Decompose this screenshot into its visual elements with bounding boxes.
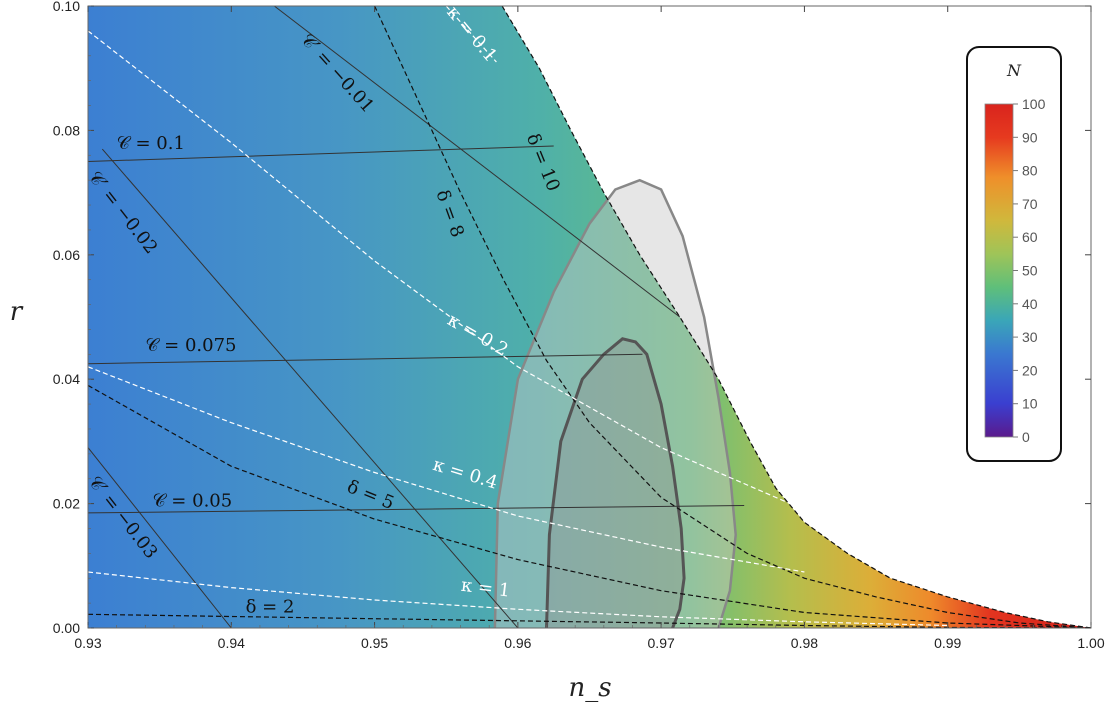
y-tick-label: 0.00 xyxy=(53,620,80,636)
contour-label: δ = 2 xyxy=(246,596,295,617)
x-tick-label: 0.98 xyxy=(791,635,818,651)
colorbar-tick-label: 100 xyxy=(1022,96,1046,112)
colorbar-frame xyxy=(966,46,1062,462)
series-c-0-05 xyxy=(88,505,745,514)
colorbar-tick-label: 50 xyxy=(1022,263,1038,279)
x-tick-label: 1.00 xyxy=(1077,635,1104,651)
contour-label: 𝒞 = 0.075 xyxy=(145,335,236,356)
x-tick-label: 0.97 xyxy=(648,635,675,651)
x-tick-label: 0.93 xyxy=(74,635,101,651)
series-delta-5 xyxy=(88,384,1091,628)
boundary-line xyxy=(501,6,1091,628)
region-outer-contour xyxy=(493,178,737,628)
series-kappa-0-2 xyxy=(88,30,805,511)
x-tick-label: 0.99 xyxy=(934,635,961,651)
plot-frame xyxy=(87,5,1092,629)
contour-label: 𝒞 = 0.05 xyxy=(152,491,232,512)
colorbar-gradient xyxy=(984,103,1014,438)
colorbar-tick-label: 60 xyxy=(1022,229,1038,245)
colorbar-tick-label: 80 xyxy=(1022,163,1038,179)
colorbar-title: N xyxy=(1006,61,1022,80)
y-tick-label: 0.10 xyxy=(53,0,80,14)
series-kappa-0-1 xyxy=(445,6,497,63)
x-tick-label: 0.95 xyxy=(361,635,388,651)
colorbar-tick-label: 30 xyxy=(1022,329,1038,345)
y-tick-label: 0.04 xyxy=(53,371,80,387)
series-kappa-1 xyxy=(88,571,948,627)
y-axis-title: r xyxy=(10,297,24,327)
x-tick-label: 0.94 xyxy=(218,635,245,651)
contour-label: 𝒞 = 0.1 xyxy=(117,133,185,154)
colorbar-tick-label: 70 xyxy=(1022,196,1038,212)
colorbar-legend: N 0 10 20 30 40 50 60 70 80 90 100 xyxy=(966,46,1062,462)
series-c-0-075 xyxy=(88,353,643,365)
y-tick-label: 0.02 xyxy=(53,496,80,512)
region-inner-contour xyxy=(545,337,686,628)
series-c-0-01 xyxy=(273,6,681,318)
colorbar-tick-label: 40 xyxy=(1022,296,1038,312)
colorbar-tick-label: 20 xyxy=(1022,362,1038,378)
y-tick-label: 0.08 xyxy=(53,122,80,138)
x-tick-label: 0.96 xyxy=(504,635,531,651)
series-c-0-03 xyxy=(88,447,232,628)
series-c-0-02 xyxy=(101,148,519,628)
y-tick-label: 0.06 xyxy=(53,247,80,263)
series-kappa-0-4 xyxy=(88,366,805,573)
series-c-0-1 xyxy=(88,145,554,162)
x-axis-title: n_s xyxy=(568,673,611,703)
colorbar-tick-label: 0 xyxy=(1022,429,1030,445)
colorbar-tick-label: 90 xyxy=(1022,129,1038,145)
colorbar-tick-label: 10 xyxy=(1022,396,1038,412)
